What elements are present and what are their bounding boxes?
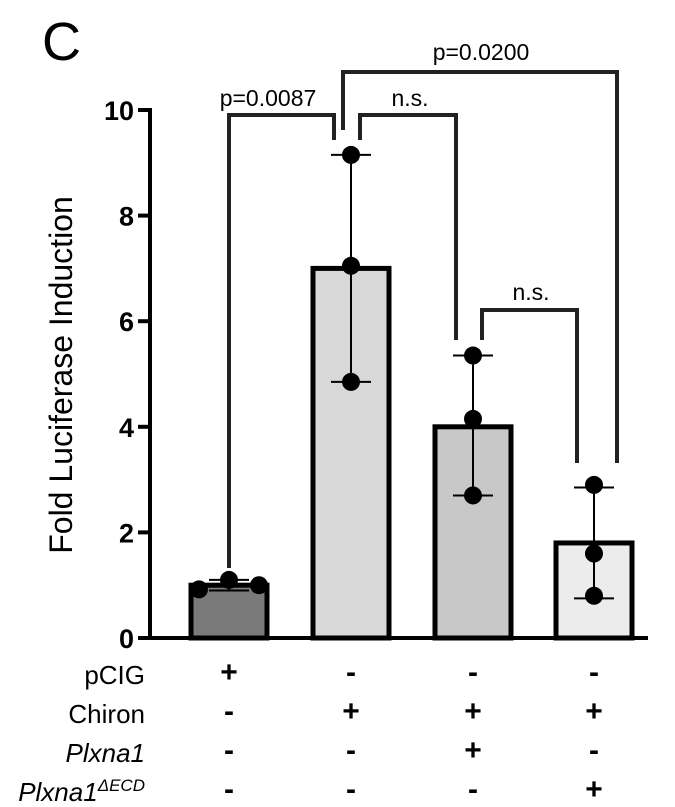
significance-label: n.s. (512, 279, 549, 305)
y-tick-label: 0 (119, 624, 134, 654)
significance-bracket (480, 308, 579, 463)
condition-symbol: - (589, 734, 599, 767)
data-point (464, 486, 482, 505)
condition-symbol: - (346, 773, 356, 806)
significance-bracket (341, 70, 619, 463)
condition-symbol: + (585, 695, 603, 728)
y-axis-label: Fold Luciferase Induction (43, 196, 79, 554)
condition-symbol: - (224, 695, 234, 728)
panel-label: C (42, 12, 81, 72)
data-point (342, 372, 360, 391)
y-tick-label: 10 (104, 96, 134, 126)
condition-symbol: - (468, 773, 478, 806)
data-point (220, 570, 238, 589)
condition-symbol: + (464, 734, 482, 767)
condition-symbol: + (585, 773, 603, 806)
data-point (342, 145, 360, 164)
condition-label: pCIG (84, 660, 145, 690)
condition-label: Plxna1ΔECD (18, 776, 145, 807)
data-point (585, 475, 603, 494)
data-point (585, 544, 603, 563)
condition-symbol: - (468, 656, 478, 689)
data-point (464, 346, 482, 365)
significance-label: n.s. (391, 85, 428, 111)
y-tick-label: 4 (119, 413, 134, 443)
y-tick-label: 8 (119, 202, 134, 232)
condition-symbol: + (464, 695, 482, 728)
condition-symbol: - (224, 734, 234, 767)
y-tick-label: 6 (119, 307, 134, 337)
condition-symbol: - (346, 656, 356, 689)
condition-symbol: - (224, 773, 234, 806)
condition-symbol: + (342, 695, 360, 728)
condition-symbol: - (346, 734, 356, 767)
condition-label: Chiron (68, 699, 145, 729)
condition-label: Plxna1 (66, 738, 146, 768)
significance-label: p=0.0087 (220, 85, 317, 111)
condition-symbol: + (220, 656, 238, 689)
significance-bracket (227, 113, 336, 568)
data-point (190, 580, 208, 599)
significance-label: p=0.0200 (433, 39, 530, 65)
condition-symbol: - (589, 656, 599, 689)
significance-bracket (358, 113, 458, 340)
data-point (585, 586, 603, 605)
data-point (250, 576, 268, 595)
data-point (464, 409, 482, 428)
data-point (342, 256, 360, 275)
y-tick-label: 2 (119, 518, 134, 548)
